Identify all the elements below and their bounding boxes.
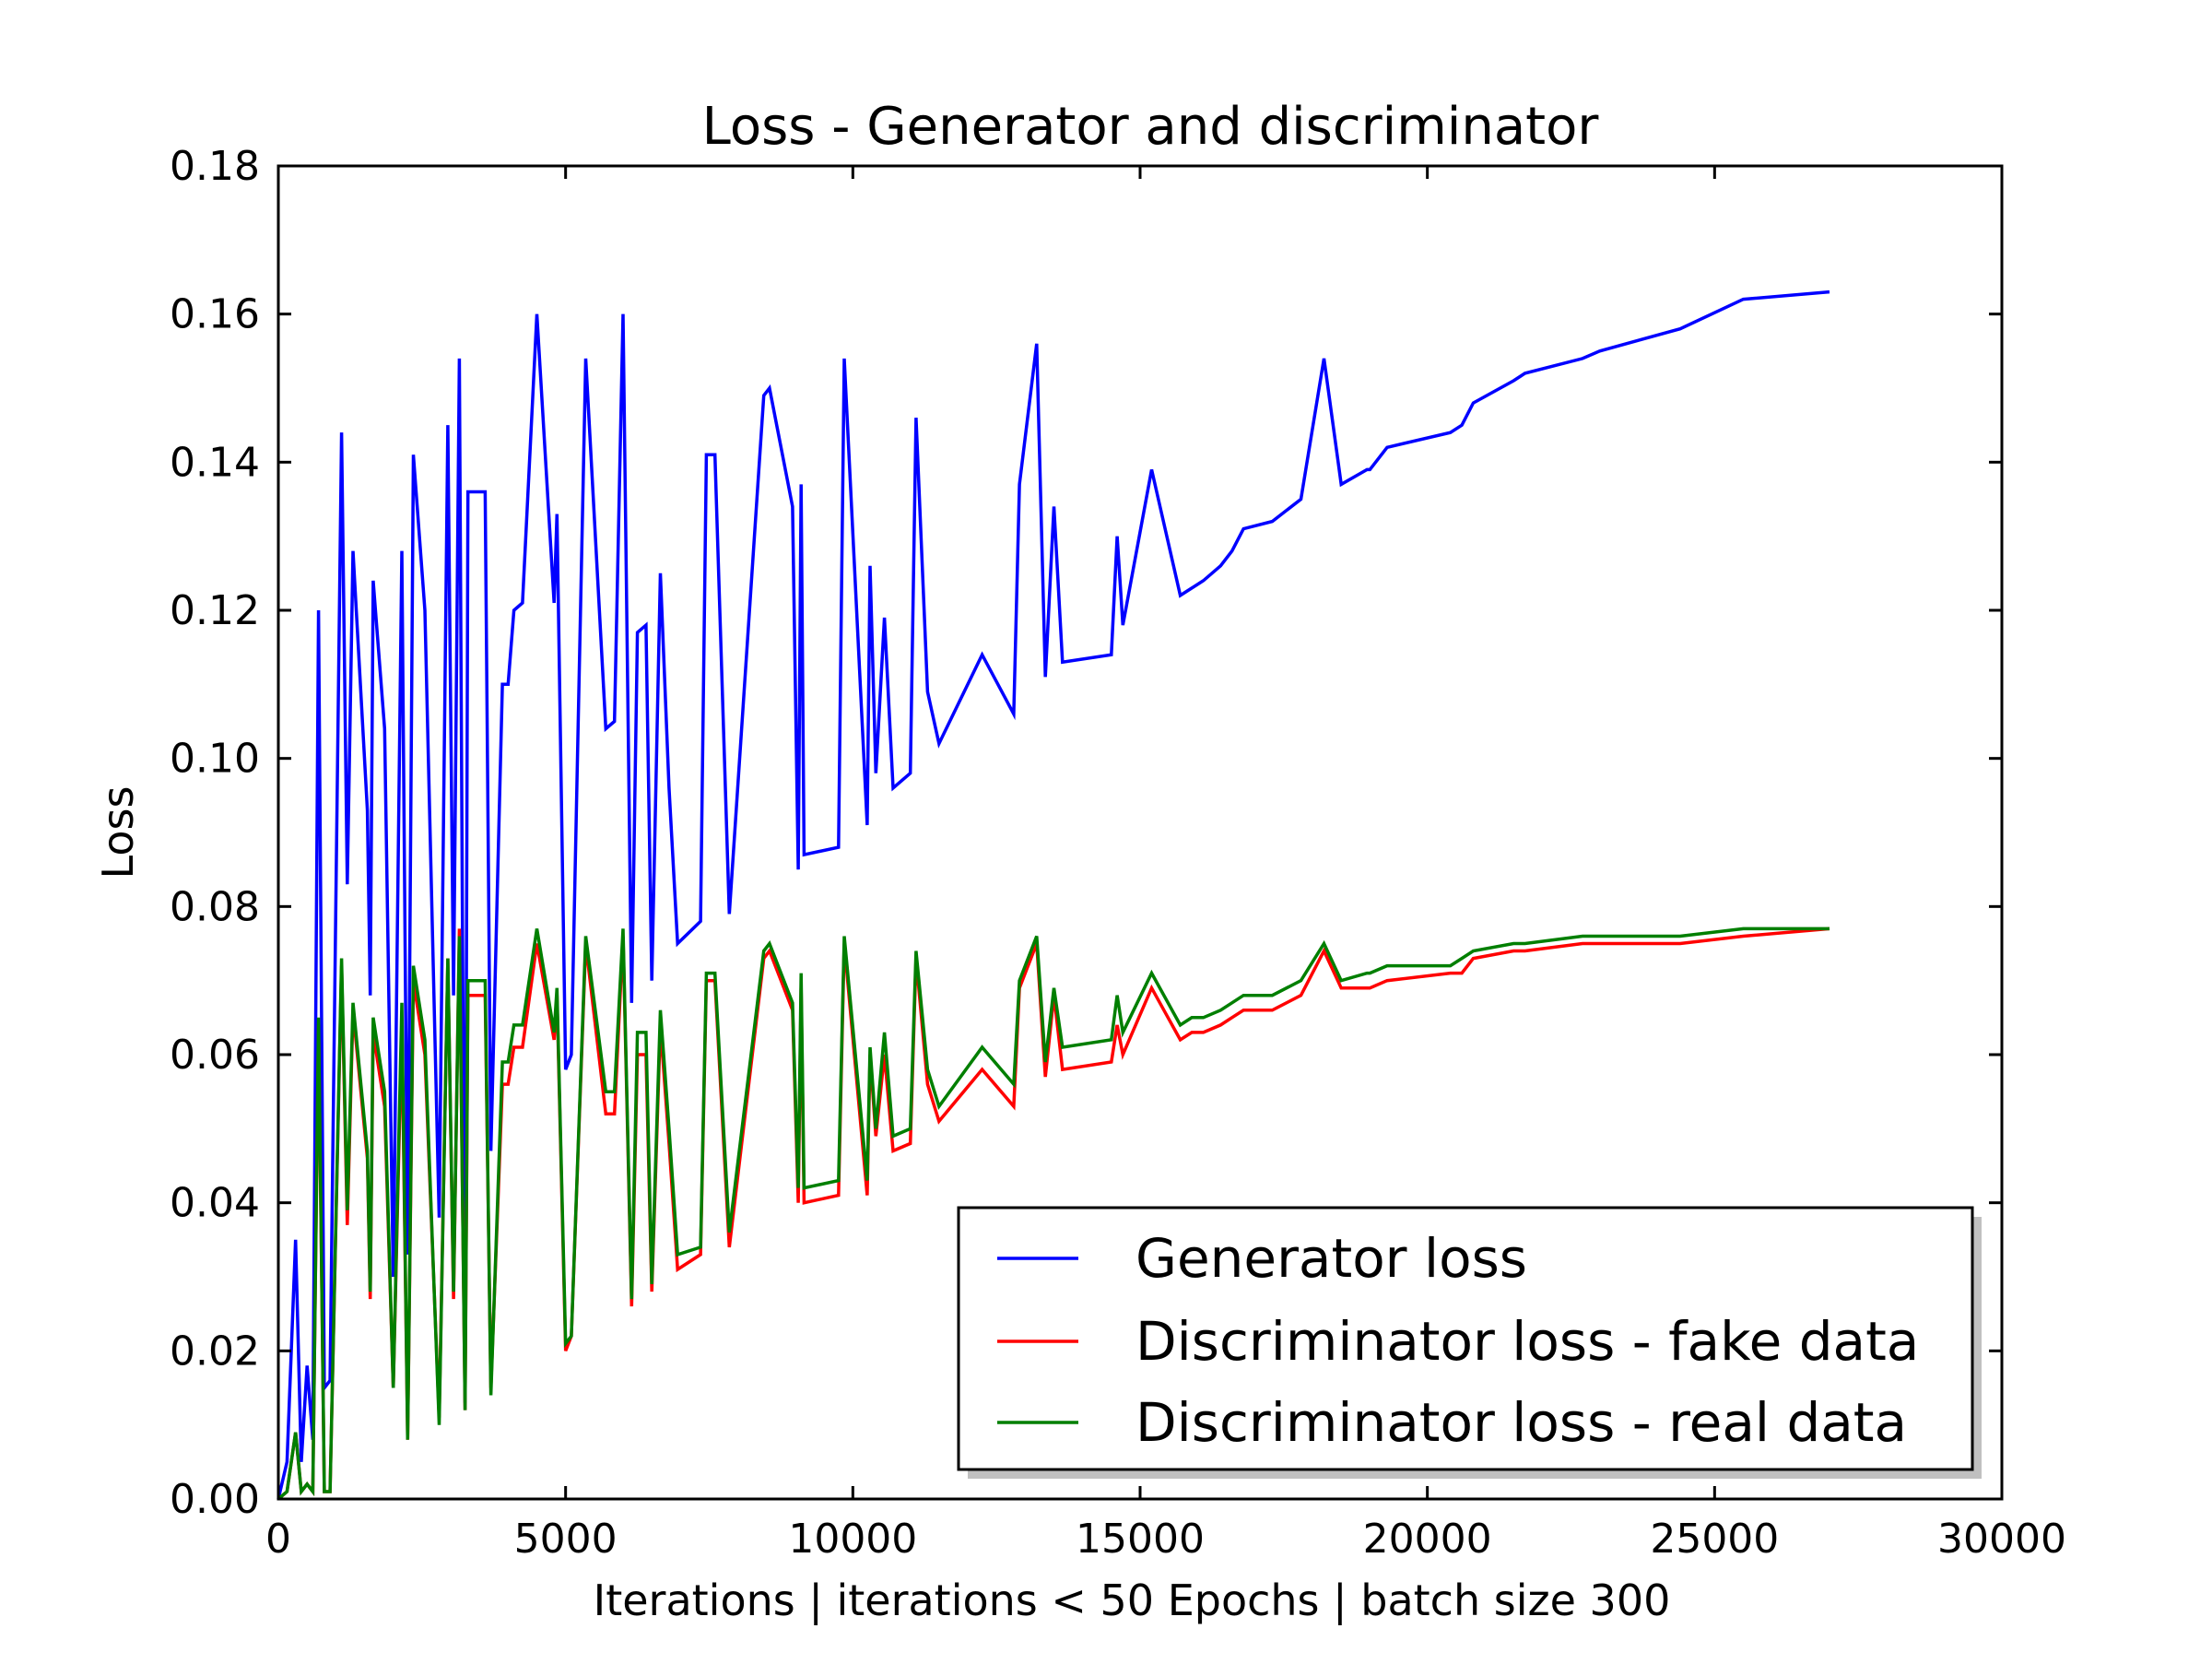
legend: Generator loss Discriminator loss - fake …	[957, 1206, 1982, 1479]
y-tick-label: 0.18	[170, 143, 260, 190]
series-line-3	[276, 926, 1830, 1501]
legend-entries: Generator loss Discriminator loss - fake …	[997, 1227, 1919, 1454]
series-line-1	[276, 289, 1830, 1500]
x-tick-label: 5000	[514, 1516, 618, 1563]
y-tick-label: 0.10	[170, 736, 260, 783]
series-layer	[276, 289, 1830, 1501]
y-tick-label: 0.06	[170, 1032, 260, 1079]
y-tick-label: 0.12	[170, 587, 260, 634]
x-tick-label: 25000	[1650, 1516, 1779, 1563]
x-axis-label: Iterations | iterations < 50 Epochs | ba…	[594, 1575, 1671, 1626]
y-axis: 0.00 0.02 0.04 0.06 0.08 0.10 0.12 0.14 0.16 0.18	[170, 143, 2002, 1523]
y-tick-label: 0.14	[170, 439, 260, 486]
y-tick-label: 0.00	[170, 1476, 260, 1523]
x-tick-label: 20000	[1363, 1516, 1492, 1563]
x-axis: 0 5000 10000 15000 20000 25000 30000	[265, 166, 2066, 1563]
x-tick-label: 10000	[788, 1516, 917, 1563]
x-tick-label: 0	[265, 1516, 291, 1563]
legend-label-3: Discriminator loss - real data	[1135, 1391, 1907, 1454]
legend-box	[957, 1206, 1974, 1471]
y-axis-label: Loss	[93, 786, 143, 879]
x-tick-label: 30000	[1937, 1516, 2066, 1563]
y-tick-label: 0.02	[170, 1328, 260, 1375]
x-tick-label: 15000	[1076, 1516, 1205, 1563]
y-tick-label: 0.04	[170, 1180, 260, 1227]
legend-label-2: Discriminator loss - fake data	[1135, 1310, 1919, 1373]
y-tick-label: 0.08	[170, 883, 260, 930]
legend-label-1: Generator loss	[1135, 1227, 1527, 1290]
y-tick-label: 0.16	[170, 291, 260, 338]
chart-title: Loss - Generator and discriminator	[702, 97, 1600, 157]
